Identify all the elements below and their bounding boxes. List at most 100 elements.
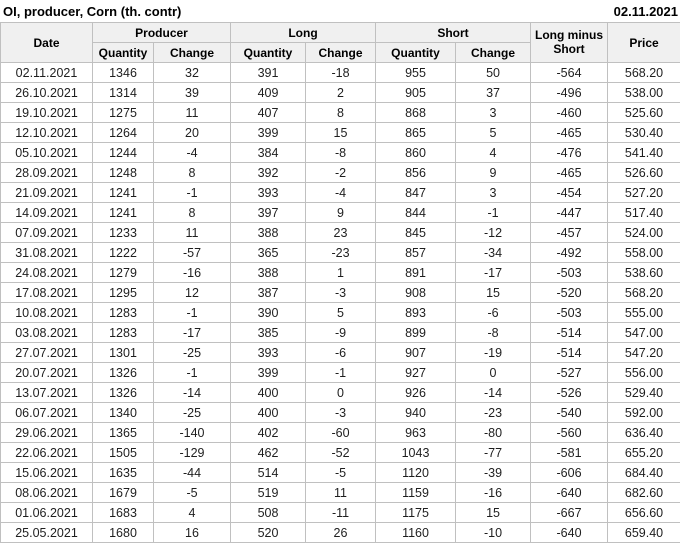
long-minus-short-cell: -454	[530, 182, 609, 203]
producer-quantity-cell: 1283	[92, 322, 154, 343]
table-row: 15.06.2021 1635 -44 514 -5 1120 -39 -606 684.40	[0, 462, 680, 483]
date-cell: 08.06.2021	[0, 482, 93, 503]
long-minus-short-cell: -520	[530, 282, 609, 303]
long-quantity-cell: 397	[230, 202, 306, 223]
long-quantity-cell: 409	[230, 82, 306, 103]
column-header-long-minus-short: Long minus Short	[530, 22, 609, 63]
date-cell: 03.08.2021	[0, 322, 93, 343]
short-change-cell: -39	[455, 462, 532, 483]
short-change-cell: -6	[455, 302, 532, 323]
short-change-cell: 0	[455, 362, 532, 383]
date-cell: 02.11.2021	[0, 62, 93, 83]
producer-quantity-cell: 1505	[92, 442, 154, 463]
date-cell: 20.07.2021	[0, 362, 93, 383]
long-change-cell: -3	[304, 402, 377, 423]
producer-quantity-cell: 1279	[92, 262, 154, 283]
short-change-cell: 9	[455, 162, 532, 183]
long-change-cell: 2	[304, 82, 377, 103]
long-minus-short-cell: -460	[530, 102, 609, 123]
short-change-cell: -10	[455, 522, 532, 543]
producer-change-cell: 16	[153, 522, 231, 543]
short-quantity-cell: 856	[375, 162, 457, 183]
long-change-cell: 11	[304, 482, 377, 503]
long-minus-short-cell: -540	[530, 402, 609, 423]
short-quantity-cell: 907	[375, 342, 457, 363]
long-minus-short-cell: -560	[530, 422, 609, 443]
price-cell: 541.40	[607, 142, 680, 163]
long-change-cell: 9	[304, 202, 377, 223]
long-change-cell: -2	[304, 162, 377, 183]
price-cell: 555.00	[607, 302, 680, 323]
long-minus-short-cell: -581	[530, 442, 609, 463]
short-quantity-cell: 1159	[375, 482, 457, 503]
producer-quantity-cell: 1314	[92, 82, 154, 103]
short-change-cell: -14	[455, 382, 532, 403]
long-change-cell: -60	[304, 422, 377, 443]
producer-change-cell: -16	[153, 262, 231, 283]
long-quantity-cell: 520	[230, 522, 306, 543]
long-quantity-cell: 390	[230, 302, 306, 323]
long-minus-short-cell: -526	[530, 382, 609, 403]
short-quantity-cell: 926	[375, 382, 457, 403]
producer-quantity-cell: 1635	[92, 462, 154, 483]
date-cell: 01.06.2021	[0, 502, 93, 523]
producer-change-cell: -129	[153, 442, 231, 463]
column-header-short-change: Change	[455, 42, 532, 63]
short-change-cell: -8	[455, 322, 532, 343]
long-minus-short-cell: -447	[530, 202, 609, 223]
short-quantity-cell: 963	[375, 422, 457, 443]
long-quantity-cell: 402	[230, 422, 306, 443]
date-cell: 19.10.2021	[0, 102, 93, 123]
price-cell: 547.20	[607, 342, 680, 363]
producer-change-cell: 11	[153, 102, 231, 123]
short-change-cell: -19	[455, 342, 532, 363]
long-minus-short-cell: -465	[530, 122, 609, 143]
group-header-row: Date Producer Long Short Long minus Shor…	[0, 22, 680, 63]
price-cell: 547.00	[607, 322, 680, 343]
date-cell: 05.10.2021	[0, 142, 93, 163]
long-quantity-cell: 399	[230, 122, 306, 143]
long-quantity-cell: 365	[230, 242, 306, 263]
short-change-cell: 4	[455, 142, 532, 163]
price-cell: 556.00	[607, 362, 680, 383]
table-row: 03.08.2021 1283 -17 385 -9 899 -8 -514 547.00	[0, 322, 680, 343]
long-quantity-cell: 400	[230, 382, 306, 403]
long-change-cell: -23	[304, 242, 377, 263]
date-cell: 21.09.2021	[0, 182, 93, 203]
title-bar: OI, producer, Corn (th. contr) 02.11.202…	[0, 0, 680, 22]
price-cell: 636.40	[607, 422, 680, 443]
table-row: 06.07.2021 1340 -25 400 -3 940 -23 -540 592.00	[0, 402, 680, 423]
price-cell: 530.40	[607, 122, 680, 143]
date-cell: 14.09.2021	[0, 202, 93, 223]
short-quantity-cell: 860	[375, 142, 457, 163]
date-cell: 25.05.2021	[0, 522, 93, 543]
date-cell: 28.09.2021	[0, 162, 93, 183]
long-quantity-cell: 388	[230, 262, 306, 283]
producer-change-cell: 8	[153, 162, 231, 183]
long-change-cell: 23	[304, 222, 377, 243]
long-minus-short-cell: -640	[530, 482, 609, 503]
producer-change-cell: 8	[153, 202, 231, 223]
short-change-cell: 50	[455, 62, 532, 83]
date-cell: 13.07.2021	[0, 382, 93, 403]
date-cell: 12.10.2021	[0, 122, 93, 143]
short-change-cell: -80	[455, 422, 532, 443]
short-change-cell: -16	[455, 482, 532, 503]
long-change-cell: -4	[304, 182, 377, 203]
long-change-cell: 8	[304, 102, 377, 123]
table-row: 10.08.2021 1283 -1 390 5 893 -6 -503 555.00	[0, 302, 680, 323]
producer-change-cell: -44	[153, 462, 231, 483]
price-cell: 538.60	[607, 262, 680, 283]
short-quantity-cell: 905	[375, 82, 457, 103]
column-header-producer-change: Change	[153, 42, 231, 63]
producer-quantity-cell: 1244	[92, 142, 154, 163]
producer-change-cell: -140	[153, 422, 231, 443]
date-cell: 17.08.2021	[0, 282, 93, 303]
long-quantity-cell: 392	[230, 162, 306, 183]
date-cell: 26.10.2021	[0, 82, 93, 103]
long-change-cell: -52	[304, 442, 377, 463]
short-quantity-cell: 857	[375, 242, 457, 263]
producer-change-cell: 39	[153, 82, 231, 103]
long-change-cell: 26	[304, 522, 377, 543]
